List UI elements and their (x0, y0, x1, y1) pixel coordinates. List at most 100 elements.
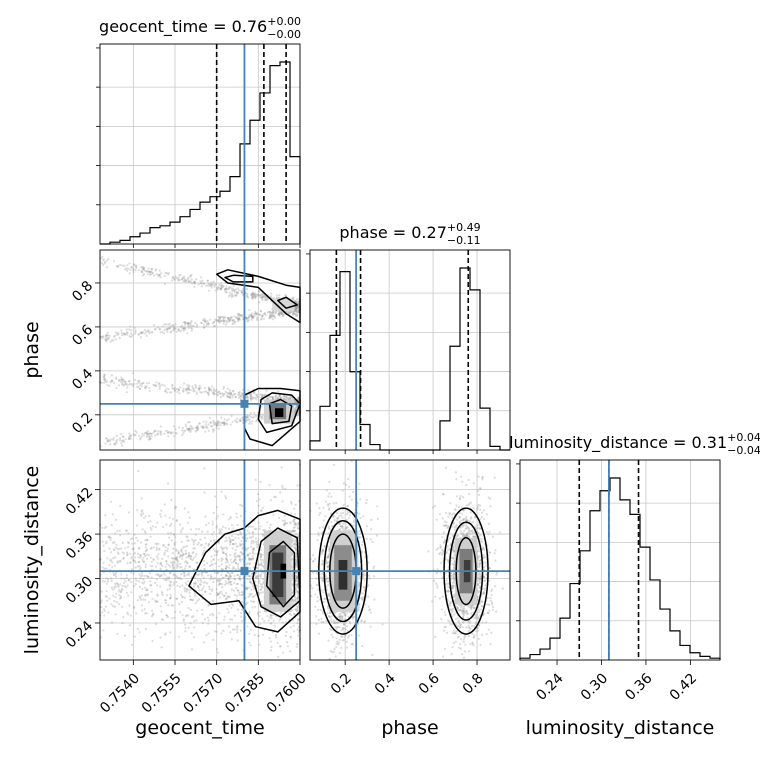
sample-point (184, 321, 187, 324)
sample-point (141, 274, 144, 277)
sample-point (134, 269, 137, 272)
sample-point (281, 519, 284, 522)
sample-point (250, 536, 253, 539)
sample-point (141, 332, 144, 335)
sample-point (196, 609, 199, 612)
sample-point (259, 555, 262, 558)
sample-point (352, 521, 355, 524)
sample-point (297, 634, 300, 637)
sample-point (226, 387, 229, 390)
sample-point (218, 578, 221, 582)
sample-point (269, 311, 272, 314)
sample-point (295, 605, 298, 608)
sample-point (294, 503, 297, 506)
sample-point (189, 558, 192, 561)
sample-point (115, 543, 118, 546)
sample-point (200, 580, 203, 583)
sample-point (139, 566, 142, 569)
sample-point (150, 590, 153, 593)
sample-point (217, 593, 220, 596)
sample-point (147, 521, 150, 524)
sample-point (250, 394, 253, 397)
sample-point (256, 613, 260, 616)
sample-point (207, 604, 210, 607)
sample-point (225, 564, 228, 568)
sample-point (161, 325, 164, 328)
sample-point (225, 574, 228, 577)
sample-point (321, 549, 324, 552)
sample-point (260, 559, 263, 562)
sample-point (173, 558, 176, 561)
sample-point (212, 638, 215, 642)
sample-point (193, 280, 196, 283)
sample-point (139, 387, 142, 390)
sample-point (157, 274, 160, 277)
sample-point (261, 578, 264, 581)
sample-point (481, 600, 484, 603)
sample-point (164, 599, 167, 602)
sample-point (148, 571, 151, 575)
sample-point (197, 387, 200, 390)
sample-point (225, 557, 228, 561)
sample-point (180, 566, 183, 569)
sample-point (229, 394, 232, 397)
sample-point (219, 531, 222, 534)
sample-point (275, 294, 279, 297)
sample-point (249, 581, 252, 584)
sample-point (295, 307, 298, 310)
sample-point (202, 425, 205, 428)
sample-point (102, 375, 106, 378)
sample-point (253, 292, 257, 295)
sample-point (224, 567, 227, 570)
sample-point (113, 381, 116, 385)
sample-point (231, 396, 234, 399)
sample-point (231, 524, 234, 527)
sample-point (223, 421, 226, 424)
sample-point (230, 561, 233, 564)
sample-point (278, 311, 281, 314)
sample-point (292, 529, 295, 532)
sample-point (210, 563, 213, 566)
sample-point (155, 573, 158, 576)
sample-point (187, 554, 191, 558)
sample-point (360, 620, 363, 623)
sample-point (196, 543, 199, 546)
sample-point (319, 511, 322, 514)
sample-point (176, 565, 179, 568)
sample-point (249, 396, 252, 399)
sample-point (271, 316, 274, 319)
sample-point (190, 329, 193, 332)
sample-point (140, 575, 143, 578)
sample-point (169, 631, 172, 634)
sample-point (197, 541, 200, 544)
sample-point (156, 593, 159, 596)
sample-point (367, 574, 370, 577)
sample-point (217, 423, 220, 426)
sample-point (104, 605, 107, 608)
sample-point (296, 576, 299, 579)
sample-point (251, 595, 254, 599)
sample-point (229, 543, 232, 546)
sample-point (118, 548, 121, 551)
sample-point (193, 636, 196, 639)
sample-point (163, 553, 166, 556)
sample-point (112, 260, 116, 263)
sample-point (269, 295, 273, 298)
sample-point (270, 311, 273, 314)
sample-point (181, 584, 184, 587)
sample-point (228, 566, 231, 569)
sample-point (125, 267, 128, 270)
sample-point (213, 387, 216, 390)
sample-point (248, 558, 251, 561)
sample-point (159, 513, 162, 516)
sample-point (241, 558, 244, 561)
sample-point (225, 291, 228, 294)
sample-point (142, 434, 145, 437)
sample-point (162, 572, 165, 576)
sample-point (146, 329, 149, 332)
sample-point (182, 432, 185, 435)
sample-point (230, 618, 234, 621)
sample-point (218, 596, 221, 599)
sample-point (218, 390, 221, 393)
sample-point (283, 519, 286, 522)
